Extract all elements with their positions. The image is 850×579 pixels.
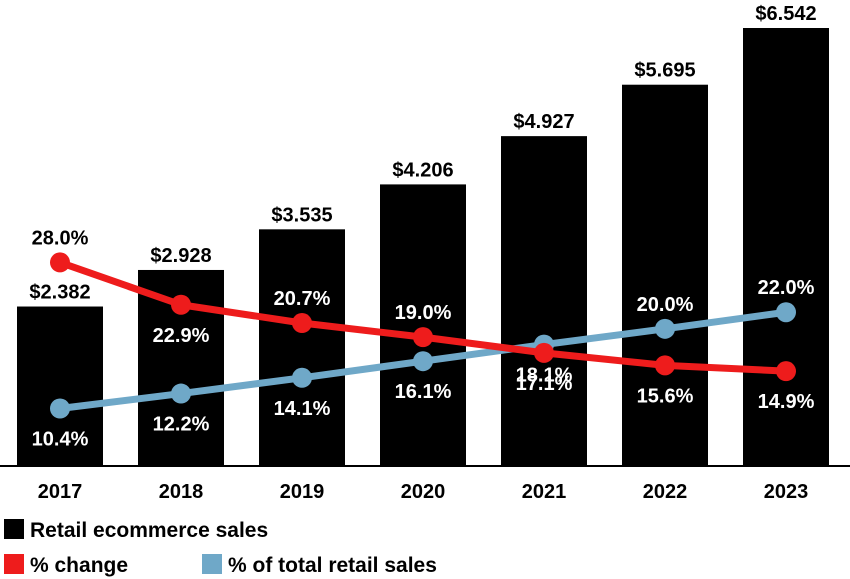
share-label-2019: 14.1%: [274, 398, 331, 420]
share-label-2022: 20.0%: [637, 294, 694, 316]
bar-value-label-2020: $4.206: [392, 159, 453, 181]
share-label-2018: 12.2%: [153, 414, 210, 436]
x-tick-2022: 2022: [643, 481, 688, 503]
bar-value-label-2018: $2.928: [150, 245, 211, 267]
bar-2020: [380, 184, 466, 466]
share-point-2022: [655, 318, 675, 339]
change-label-2019: 20.7%: [274, 288, 331, 310]
share-label-2020: 16.1%: [395, 381, 452, 403]
x-tick-labels: 2017 2018 2019 2020 2021 2022 2023: [38, 481, 809, 503]
change-label-2018: 22.9%: [153, 325, 210, 347]
x-tick-2020: 2020: [401, 481, 446, 503]
legend-swatch-share: [202, 554, 222, 574]
change-label-2017: 28.0%: [32, 227, 89, 249]
change-point-2018: [171, 294, 191, 315]
change-point-2021: [534, 342, 554, 363]
x-tick-2023: 2023: [764, 481, 809, 503]
change-series-layer: 28.0% 22.9% 20.7% 19.0% 17.1% 15.6% 14.9%: [32, 227, 815, 413]
share-point-2019: [292, 367, 312, 388]
bar-2017: [17, 306, 103, 466]
bar-labels-layer: $2.382 $2.928 $3.535 $4.206 $4.927 $5.695 $6.5…: [29, 3, 816, 304]
x-tick-2017: 2017: [38, 481, 83, 503]
bar-value-label-2023: $6.542: [755, 3, 816, 25]
change-point-2019: [292, 313, 312, 334]
change-label-2021: 17.1%: [516, 373, 573, 395]
change-label-2022: 15.6%: [637, 385, 694, 407]
change-label-2020: 19.0%: [395, 302, 452, 324]
share-point-2020: [413, 351, 433, 372]
x-tick-2019: 2019: [280, 481, 325, 503]
bar-2022: [622, 84, 708, 466]
change-point-2017: [50, 252, 70, 273]
change-point-2023: [776, 361, 796, 382]
bar-2019: [259, 229, 345, 466]
legend-label-change: % change: [30, 554, 128, 577]
share-label-2017: 10.4%: [32, 429, 89, 451]
legend: Retail ecommerce sales % change % of tot…: [4, 519, 437, 577]
bars-layer: [17, 28, 829, 466]
legend-swatch-sales: [4, 519, 24, 539]
bar-2021: [501, 136, 587, 466]
bar-value-label-2021: $4.927: [513, 111, 574, 133]
bar-value-label-2017: $2.382: [29, 282, 90, 304]
bar-2023: [743, 28, 829, 466]
change-label-2023: 14.9%: [758, 391, 815, 413]
bar-value-label-2022: $5.695: [634, 60, 695, 82]
share-label-2023: 22.0%: [758, 277, 815, 299]
legend-label-share: % of total retail sales: [228, 554, 437, 577]
share-point-2017: [50, 398, 70, 419]
legend-label-sales: Retail ecommerce sales: [30, 519, 268, 542]
x-tick-2021: 2021: [522, 481, 567, 503]
share-point-2018: [171, 383, 191, 404]
legend-swatch-change: [4, 554, 24, 574]
x-tick-2018: 2018: [159, 481, 204, 503]
change-point-2022: [655, 355, 675, 376]
change-point-2020: [413, 327, 433, 348]
share-label-2021: 18.1%: [516, 365, 573, 387]
bar-value-label-2019: $3.535: [271, 204, 332, 226]
share-point-2023: [776, 302, 796, 323]
